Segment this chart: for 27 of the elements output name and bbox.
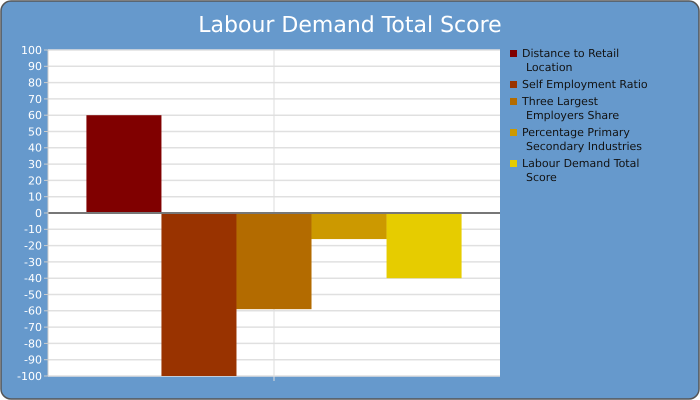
- legend-label: Self Employment Ratio: [522, 78, 648, 91]
- legend-label: Three Largest Employers Share: [521, 95, 620, 122]
- y-tick-label: 40: [28, 142, 42, 155]
- y-tick-label: -60: [24, 304, 42, 318]
- y-tick-label: 20: [28, 174, 42, 188]
- y-tick-label: -80: [24, 337, 42, 350]
- y-tick-label: -90: [24, 354, 42, 367]
- y-tick-label: 10: [28, 190, 42, 204]
- y-tick-label: 70: [28, 92, 42, 106]
- y-tick-label: -20: [24, 239, 42, 252]
- y-tick-label: 30: [28, 158, 42, 171]
- y-tick-label: -100: [17, 370, 42, 383]
- y-tick-label: -50: [24, 288, 42, 302]
- y-tick-label: 0: [35, 206, 42, 220]
- y-tick-label: -30: [24, 256, 42, 269]
- y-tick-label: -10: [24, 223, 42, 236]
- legend-label: Percentage Primary Secondary Industries: [522, 126, 642, 153]
- chart-title: Labour Demand Total Score: [198, 13, 502, 38]
- y-tick-label: 50: [28, 125, 42, 138]
- legend-label: Distance to Retail Location: [522, 47, 620, 74]
- y-tick-label: 80: [28, 76, 42, 90]
- y-tick-label: 90: [28, 60, 42, 74]
- y-tick-label: 100: [21, 44, 42, 57]
- y-tick-label: 60: [28, 109, 42, 122]
- y-tick-label: -70: [24, 320, 42, 334]
- legend-label: Labour Demand Total Score: [522, 157, 640, 184]
- y-tick-label: -40: [24, 272, 42, 286]
